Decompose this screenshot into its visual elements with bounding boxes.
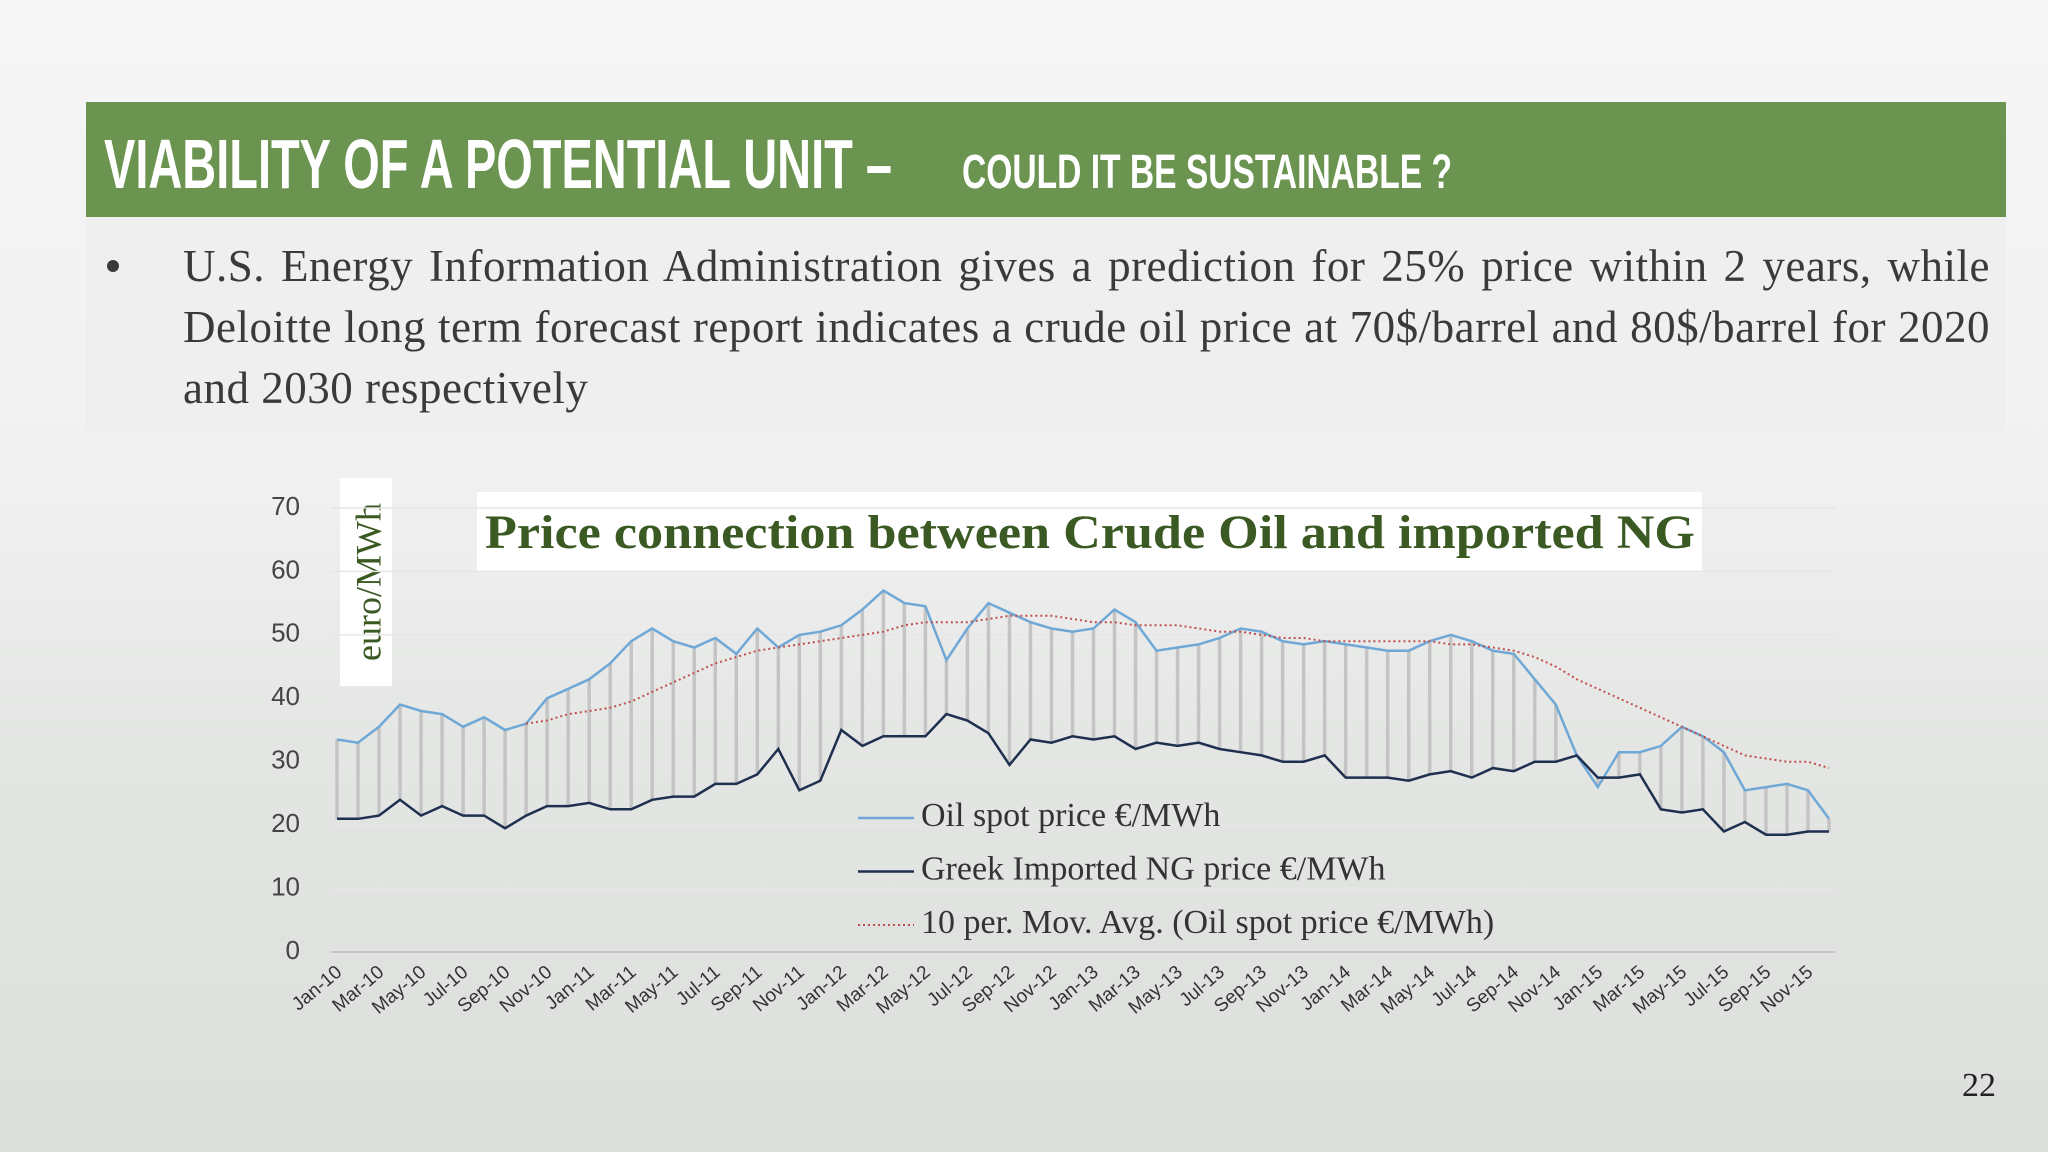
series-line	[337, 712, 1829, 836]
y-label-box	[340, 478, 392, 686]
bullet-text: U.S. Energy Information Administration g…	[183, 241, 1990, 413]
y-tick-label: 40	[271, 681, 300, 711]
legend-label: 10 per. Mov. Avg. (Oil spot price €/MWh)	[921, 904, 1494, 941]
y-tick-label: 0	[286, 935, 300, 965]
y-tick-label: 60	[271, 554, 300, 584]
y-tick-label: 20	[271, 808, 300, 838]
y-tick-label: 70	[271, 491, 300, 521]
y-tick-label: 30	[271, 745, 300, 775]
chart-title-box	[477, 492, 1702, 571]
series-line	[336, 588, 1831, 820]
chart-title: Price connection between Crude Oil and i…	[485, 506, 1695, 559]
subtitle: COULD IT BE SUSTAINABLE ?	[962, 146, 1452, 199]
bullet-dot	[107, 260, 119, 272]
y-tick-label: 10	[271, 871, 300, 901]
text-box	[86, 217, 2006, 434]
y-tick-label: 50	[271, 618, 300, 648]
title-banner	[86, 102, 2006, 217]
title: VIABILITY OF A POTENTIAL UNIT –	[104, 125, 892, 203]
legend-label: Greek Imported NG price €/MWh	[921, 850, 1386, 887]
y-axis-label: euro/MWh	[348, 503, 388, 661]
legend-label: Oil spot price €/MWh	[921, 797, 1220, 834]
page-number: 22	[1962, 1067, 1996, 1104]
